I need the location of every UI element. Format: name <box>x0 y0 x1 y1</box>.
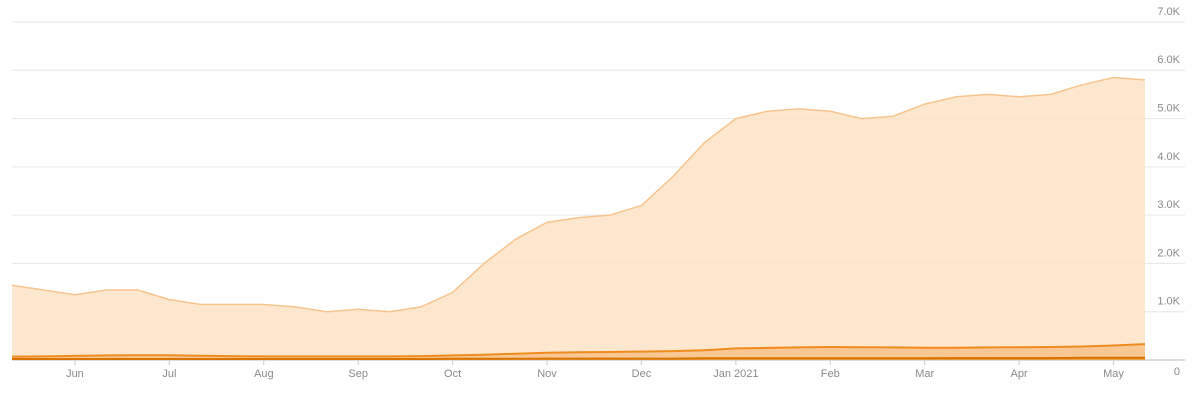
x-tick-label: Sep <box>348 368 368 380</box>
y-tick-label: 3.0K <box>1157 199 1180 211</box>
x-tick-label: Nov <box>537 368 557 380</box>
x-tick-label: Feb <box>821 368 840 380</box>
x-tick-label: Jan 2021 <box>713 368 758 380</box>
y-tick-label: 7.0K <box>1157 6 1180 18</box>
line <box>11 76 1146 313</box>
y-tick-label: 1.0K <box>1157 296 1180 308</box>
y-tick-label: 0 <box>1174 366 1180 378</box>
x-tick-label: Oct <box>444 368 461 380</box>
line <box>12 356 1145 360</box>
y-tick-label: 4.0K <box>1157 151 1180 163</box>
x-tick-label: Mar <box>915 368 934 380</box>
x-tick-label: Dec <box>632 368 652 380</box>
x-tick-label: Jul <box>162 368 176 380</box>
area <box>12 77 1145 360</box>
x-tick-label: May <box>1103 368 1124 380</box>
x-tick-label: Aug <box>254 368 274 380</box>
x-tick-label: Jun <box>66 368 84 380</box>
x-tick-label: Apr <box>1011 368 1028 380</box>
y-tick-label: 2.0K <box>1157 247 1180 259</box>
y-tick-label: 6.0K <box>1157 54 1180 66</box>
line <box>11 343 1146 358</box>
y-tick-label: 5.0K <box>1157 102 1180 114</box>
